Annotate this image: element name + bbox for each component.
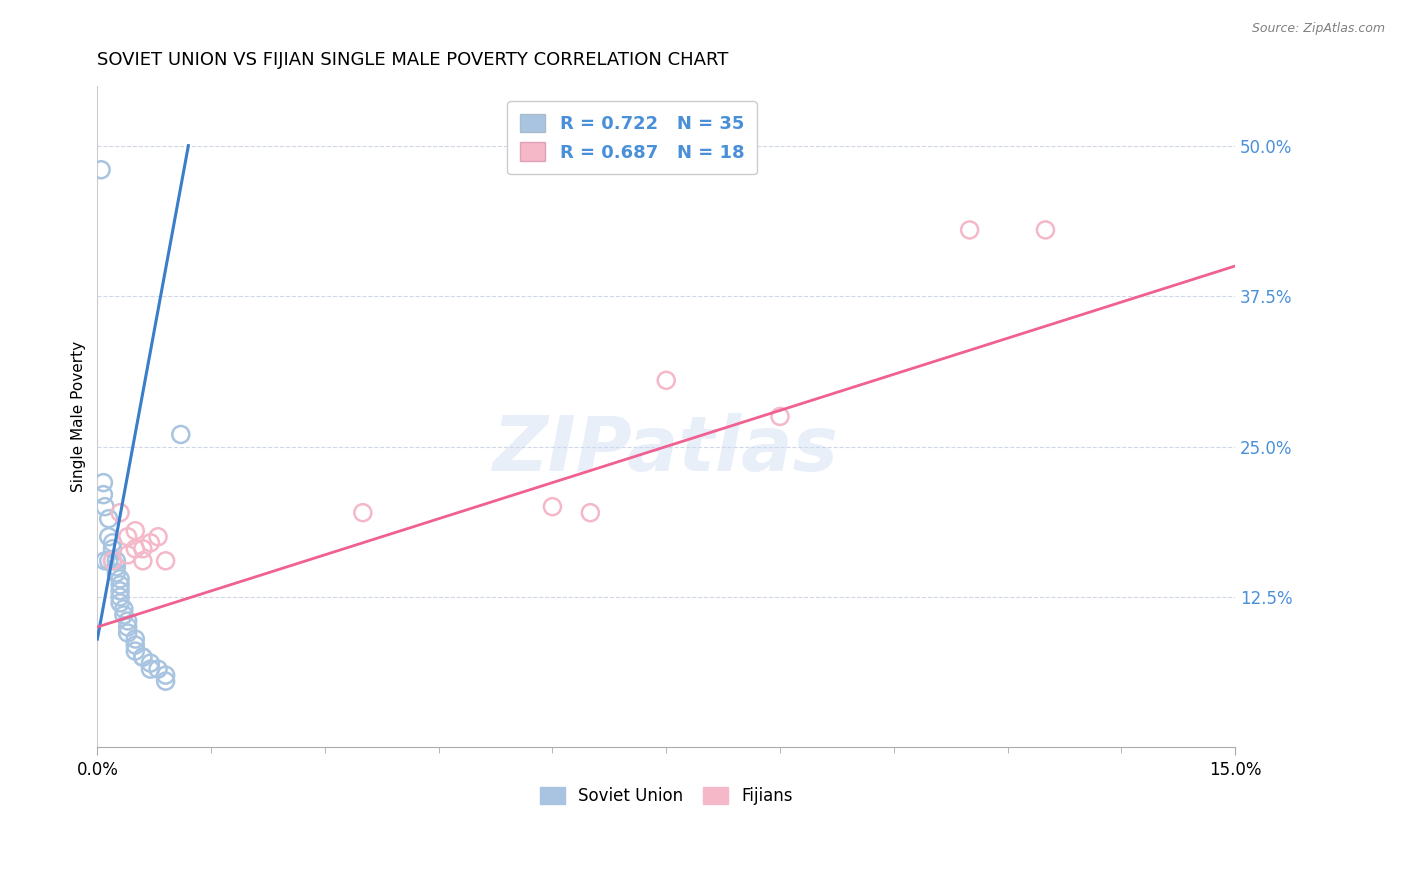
Point	[93, 475, 115, 490]
Point	[108, 578, 131, 592]
Point	[108, 596, 131, 610]
Point	[101, 554, 124, 568]
Point	[1035, 223, 1057, 237]
Point	[108, 506, 131, 520]
Legend: Soviet Union, Fijians: Soviet Union, Fijians	[533, 780, 800, 812]
Point	[132, 541, 155, 556]
Point	[124, 644, 146, 658]
Point	[105, 566, 128, 580]
Point	[139, 662, 162, 676]
Point	[117, 626, 139, 640]
Point	[101, 541, 124, 556]
Point	[124, 632, 146, 646]
Point	[146, 662, 169, 676]
Point	[97, 512, 120, 526]
Point	[94, 500, 117, 514]
Point	[655, 373, 678, 387]
Point	[769, 409, 792, 424]
Point	[108, 572, 131, 586]
Point	[132, 650, 155, 665]
Point	[101, 535, 124, 549]
Point	[579, 506, 602, 520]
Point	[93, 488, 115, 502]
Point	[108, 583, 131, 598]
Point	[959, 223, 981, 237]
Point	[155, 668, 177, 682]
Point	[155, 674, 177, 689]
Point	[90, 162, 112, 177]
Text: SOVIET UNION VS FIJIAN SINGLE MALE POVERTY CORRELATION CHART: SOVIET UNION VS FIJIAN SINGLE MALE POVER…	[97, 51, 728, 69]
Point	[112, 602, 135, 616]
Point	[146, 530, 169, 544]
Point	[117, 548, 139, 562]
Point	[170, 427, 193, 442]
Point	[94, 554, 117, 568]
Point	[155, 554, 177, 568]
Point	[352, 506, 374, 520]
Point	[108, 590, 131, 604]
Text: ZIPatlas: ZIPatlas	[494, 412, 839, 486]
Point	[105, 554, 128, 568]
Point	[117, 614, 139, 628]
Point	[97, 530, 120, 544]
Point	[139, 535, 162, 549]
Point	[101, 554, 124, 568]
Point	[124, 524, 146, 538]
Point	[139, 656, 162, 670]
Y-axis label: Single Male Poverty: Single Male Poverty	[72, 341, 86, 492]
Point	[117, 620, 139, 634]
Point	[112, 607, 135, 622]
Point	[105, 559, 128, 574]
Point	[117, 530, 139, 544]
Point	[124, 541, 146, 556]
Text: Source: ZipAtlas.com: Source: ZipAtlas.com	[1251, 22, 1385, 36]
Point	[124, 638, 146, 652]
Point	[541, 500, 564, 514]
Point	[132, 554, 155, 568]
Point	[132, 650, 155, 665]
Point	[97, 554, 120, 568]
